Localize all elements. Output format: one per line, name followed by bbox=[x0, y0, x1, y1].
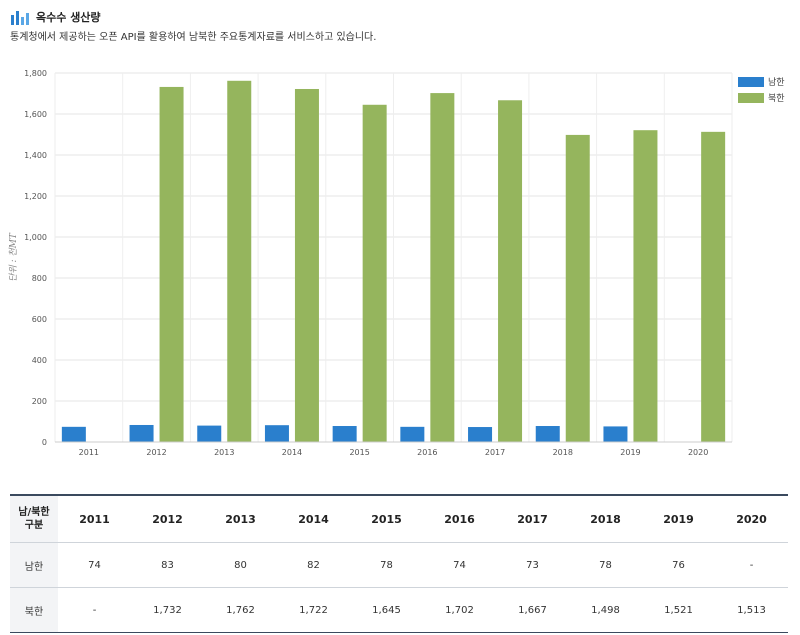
table-cell: 74 bbox=[58, 542, 131, 588]
table-cell: 74 bbox=[423, 542, 496, 588]
legend-swatch bbox=[738, 77, 764, 87]
table-year-header: 2018 bbox=[569, 494, 642, 543]
bar-south-2015 bbox=[332, 426, 357, 442]
y-tick-label: 1,200 bbox=[24, 192, 47, 201]
y-tick-label: 0 bbox=[42, 438, 47, 447]
bar-north-2014 bbox=[294, 88, 319, 443]
bar-south-2019 bbox=[603, 426, 628, 442]
bar-chart-icon bbox=[11, 11, 29, 25]
table-year-header: 2016 bbox=[423, 494, 496, 543]
y-axis-label: 단위 : 천MT bbox=[8, 232, 19, 282]
table-row-label: 북한 bbox=[10, 587, 58, 633]
legend-label: 남한 bbox=[768, 77, 785, 88]
x-tick-label: 2019 bbox=[620, 448, 640, 457]
x-tick-label: 2016 bbox=[417, 448, 437, 457]
y-tick-label: 1,000 bbox=[24, 233, 47, 242]
x-tick-label: 2015 bbox=[349, 448, 369, 457]
table-cell: 78 bbox=[569, 542, 642, 588]
y-tick-label: 1,800 bbox=[24, 69, 47, 78]
bar-north-2020 bbox=[701, 131, 726, 442]
table-cell: 83 bbox=[131, 542, 204, 588]
corner-label-2: 구분 bbox=[24, 520, 44, 531]
table-cell: 82 bbox=[277, 542, 350, 588]
table-cell: 1,521 bbox=[642, 587, 715, 633]
y-tick-label: 600 bbox=[32, 315, 47, 324]
y-tick-label: 1,600 bbox=[24, 110, 47, 119]
table-cell: 1,513 bbox=[715, 587, 788, 633]
table-cell: 78 bbox=[350, 542, 423, 588]
bar-north-2017 bbox=[498, 100, 523, 442]
table-corner-header: 남/북한 구분 bbox=[10, 494, 58, 543]
table-cell: - bbox=[715, 542, 788, 588]
table-year-header: 2012 bbox=[131, 494, 204, 543]
x-tick-label: 2017 bbox=[485, 448, 505, 457]
table-cell: 80 bbox=[204, 542, 277, 588]
chart-grid bbox=[54, 72, 733, 443]
bar-south-2013 bbox=[197, 425, 222, 442]
table-cell: 1,762 bbox=[204, 587, 277, 633]
table-row: 북한 -1,732 1,762 1,722 1,645 1,702 1,667 1,498 1,… bbox=[10, 587, 788, 633]
legend-swatch bbox=[738, 93, 764, 103]
x-tick-label: 2013 bbox=[214, 448, 234, 457]
table-cell: 1,702 bbox=[423, 587, 496, 633]
y-tick-label: 1,400 bbox=[24, 151, 47, 160]
x-tick-label: 2011 bbox=[79, 448, 99, 457]
table-cell: 1,498 bbox=[569, 587, 642, 633]
y-tick-label: 800 bbox=[32, 274, 47, 283]
chart-bars bbox=[61, 80, 726, 443]
bar-south-2011 bbox=[61, 426, 86, 442]
bar-south-2012 bbox=[129, 424, 154, 442]
table-year-header: 2019 bbox=[642, 494, 715, 543]
bar-south-2016 bbox=[400, 426, 425, 442]
table-year-header: 2013 bbox=[204, 494, 277, 543]
table-row: 남한 74 83 80 82 78 74 73 78 76- bbox=[10, 542, 788, 588]
table-cell: 1,722 bbox=[277, 587, 350, 633]
table-cell: 1,667 bbox=[496, 587, 569, 633]
y-tick-label: 400 bbox=[32, 356, 47, 365]
bar-north-2012 bbox=[159, 86, 184, 442]
table-cell: 73 bbox=[496, 542, 569, 588]
bar-north-2016 bbox=[430, 93, 455, 442]
table-year-header: 2020 bbox=[715, 494, 788, 543]
table-body: 남한 74 83 80 82 78 74 73 78 76- 북한 -1,732 1,762 1,722 1… bbox=[10, 542, 788, 633]
x-tick-label: 2020 bbox=[688, 448, 708, 457]
page-header: 옥수수 생산량 통계청에서 제공하는 오픈 API를 활용하여 남북한 주요통계… bbox=[10, 8, 790, 43]
table-cell: 1,732 bbox=[131, 587, 204, 633]
corner-label-1: 남/북한 bbox=[18, 507, 50, 518]
table-year-header: 2014 bbox=[277, 494, 350, 543]
bar-north-2015 bbox=[362, 104, 387, 443]
data-table: 남/북한 구분 2011 2012 2013 2014 2015 2016 2017 2018… bbox=[10, 494, 788, 633]
page-title: 옥수수 생산량 bbox=[36, 11, 101, 24]
table-cell: 76 bbox=[642, 542, 715, 588]
bar-north-2019 bbox=[633, 130, 658, 442]
page-subtitle: 통계청에서 제공하는 오픈 API를 활용하여 남북한 주요통계자료를 서비스하… bbox=[10, 32, 377, 43]
table-cell: - bbox=[58, 587, 131, 633]
bar-south-2017 bbox=[468, 427, 493, 442]
y-tick-label: 200 bbox=[32, 397, 47, 406]
table-header-row: 남/북한 구분 2011 2012 2013 2014 2015 2016 2017 2018… bbox=[10, 494, 788, 543]
table-row-label: 남한 bbox=[10, 542, 58, 588]
bar-south-2018 bbox=[535, 426, 560, 442]
table-year-header: 2015 bbox=[350, 494, 423, 543]
chart-axes: 0 200 400 600 800 1,000 1,200 1,400 1,600 1,800 20… bbox=[8, 69, 732, 457]
bar-chart: 0 200 400 600 800 1,000 1,200 1,400 1,600 1,800 20… bbox=[8, 69, 785, 457]
table-year-header: 2017 bbox=[496, 494, 569, 543]
bar-north-2013 bbox=[227, 80, 252, 442]
bar-north-2018 bbox=[565, 134, 590, 442]
table-year-header: 2011 bbox=[58, 494, 131, 543]
x-tick-label: 2014 bbox=[282, 448, 302, 457]
x-tick-label: 2012 bbox=[146, 448, 166, 457]
table-cell: 1,645 bbox=[350, 587, 423, 633]
bar-south-2014 bbox=[264, 425, 289, 442]
legend-label: 북한 bbox=[768, 93, 785, 104]
x-tick-label: 2018 bbox=[553, 448, 573, 457]
